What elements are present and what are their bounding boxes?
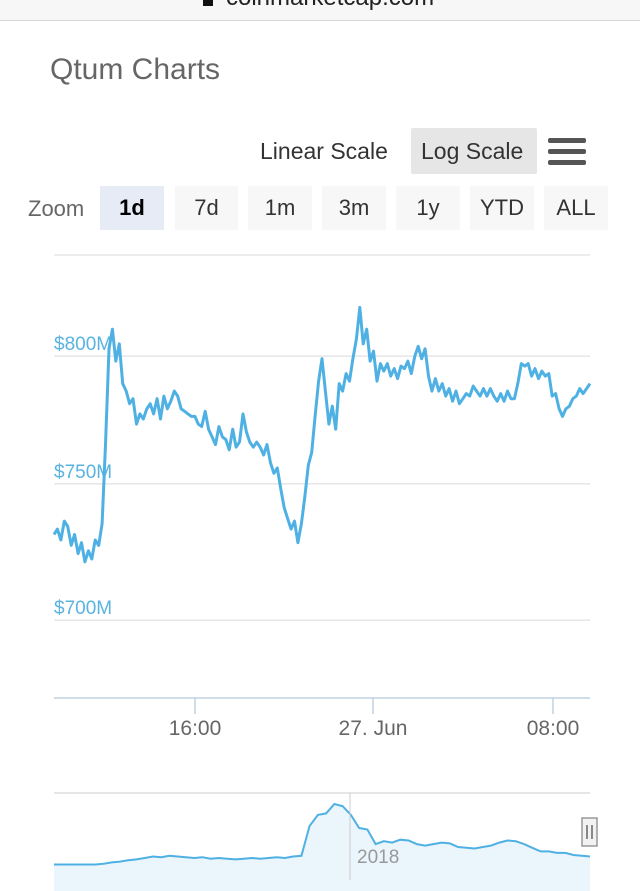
navigator-year-label: 2018	[357, 847, 399, 868]
y-axis-labels: $700M $750M $800M	[54, 334, 112, 619]
y-tick-label: $750M	[54, 462, 112, 483]
zoom-label: Zoom	[28, 196, 85, 221]
browser-url-bar[interactable]: coinmarketcap.com	[0, 0, 640, 21]
x-tick-label: 16:00	[169, 717, 222, 740]
url-text: coinmarketcap.com	[226, 0, 434, 12]
x-tick-label: 08:00	[527, 717, 580, 740]
navigator-line	[54, 802, 591, 866]
linear-scale-button[interactable]: Linear Scale	[260, 138, 388, 164]
range-button-7d[interactable]: 7d	[175, 186, 238, 230]
range-button-ytd[interactable]: YTD	[470, 186, 534, 230]
range-button-all[interactable]: ALL	[544, 186, 608, 230]
y-tick-label: $800M	[54, 334, 112, 355]
price-series-line	[52, 305, 592, 564]
x-tick-label: 27. Jun	[339, 717, 408, 740]
page-title: Qtum Charts	[50, 53, 221, 86]
log-scale-button[interactable]: Log Scale	[411, 128, 537, 174]
y-tick-label: $700M	[54, 598, 112, 619]
hamburger-menu-icon[interactable]	[548, 138, 586, 168]
navigator-area	[54, 804, 590, 891]
navigator-handle[interactable]	[581, 817, 598, 847]
range-button-1d[interactable]: 1d	[100, 186, 164, 230]
range-button-1m[interactable]: 1m	[248, 186, 312, 230]
range-button-1y[interactable]: 1y	[396, 186, 460, 230]
grid-lines	[54, 254, 590, 621]
x-axis-labels: 16:00 27. Jun 08:00	[169, 698, 580, 740]
lock-icon	[203, 0, 213, 6]
range-button-3m[interactable]: 3m	[322, 186, 386, 230]
